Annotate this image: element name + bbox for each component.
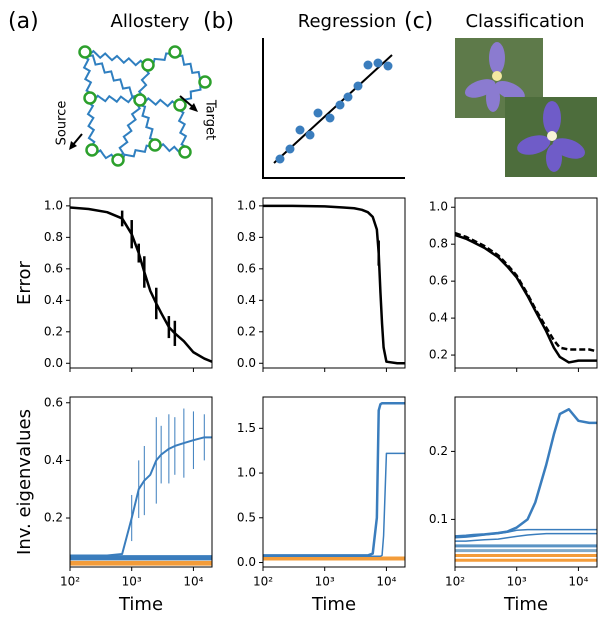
y-tick-label: 1.0: [237, 198, 256, 212]
flower: [464, 42, 525, 112]
data-line: [263, 402, 405, 557]
iris-photos: [455, 38, 597, 177]
plot-frame: [454, 197, 598, 369]
panel-title: Regression: [298, 11, 396, 32]
y-tick-label: 0.2: [429, 348, 448, 362]
y-tick-label: 0.8: [44, 230, 63, 244]
node: [148, 138, 162, 152]
spring: [81, 51, 94, 99]
data-line: [70, 206, 212, 363]
target-label: Target: [203, 99, 218, 140]
node: [85, 143, 99, 157]
x-tick-label: 10²: [445, 575, 465, 589]
data-line: [263, 204, 405, 365]
x-axis-label: Time: [503, 594, 548, 615]
x-axis-label: Time: [118, 594, 163, 615]
y-tick-label: 0.8: [237, 230, 256, 244]
spring: [86, 97, 96, 151]
y-tick-label: 0.1: [429, 512, 448, 526]
data-line: [455, 233, 597, 364]
data-line: [70, 436, 212, 557]
arrow-head: [69, 141, 77, 150]
plot-frame: [454, 396, 598, 568]
spring: [84, 49, 149, 67]
x-tick-label: 10²: [253, 575, 273, 589]
y-tick-label: 0.6: [44, 395, 63, 409]
axes: [262, 38, 405, 179]
y-tick-label: 0.4: [429, 311, 448, 325]
y-tick-label: 0.4: [44, 453, 63, 467]
regression-diagram: [262, 38, 405, 179]
data-line: [455, 231, 597, 353]
node: [83, 91, 97, 105]
spring: [117, 99, 142, 161]
y-tick-label: 1.0: [429, 200, 448, 214]
x-tick-label: 10⁴: [183, 575, 203, 589]
spring: [174, 51, 206, 83]
node: [178, 145, 192, 159]
panel-title: Allostery: [111, 11, 190, 32]
y-tick-label: 0.8: [429, 237, 448, 251]
data-line: [263, 452, 405, 558]
y-tick-label: 0.0: [237, 555, 256, 569]
data-line: [455, 407, 597, 538]
plot-frame: [262, 197, 406, 369]
y-tick-label: 0.2: [237, 324, 256, 338]
spring: [84, 51, 141, 101]
node: [173, 98, 187, 112]
y-tick-label: 1.5: [237, 421, 256, 435]
y-axis-label: Inv. eigenvalues: [14, 409, 35, 555]
plot-frame: [69, 396, 213, 568]
plot-frame: [69, 197, 213, 369]
node: [111, 153, 125, 167]
x-tick-label: 10³: [507, 575, 527, 589]
panel-letter: (c): [404, 9, 433, 34]
spring: [89, 94, 141, 104]
data-line: [455, 532, 597, 542]
y-tick-label: 0.2: [429, 444, 448, 458]
fit-line: [273, 54, 393, 164]
x-axis-label: Time: [311, 594, 356, 615]
y-tick-label: 1.0: [44, 198, 63, 212]
panel-title: Classification: [465, 11, 584, 32]
charts: 0.0 0.2 0.4 0.6 0.8 1.0 Error 0.0 0.2 0.4 0.6 0.8 1.…: [14, 197, 598, 615]
sample-points: [275, 58, 393, 164]
network-diagram: [78, 45, 212, 167]
node: [133, 93, 147, 107]
x-tick-label: 10⁴: [376, 575, 396, 589]
y-tick-label: 0.2: [44, 511, 63, 525]
y-tick-label: 0.6: [237, 261, 256, 275]
spring: [176, 104, 189, 153]
panel-letter: (b): [203, 9, 234, 34]
y-tick-label: 0.4: [237, 293, 256, 307]
x-tick-label: 10⁴: [568, 575, 588, 589]
spring: [137, 99, 158, 146]
node: [78, 45, 92, 59]
y-axis-label: Error: [14, 260, 35, 304]
y-tick-label: 0.6: [44, 261, 63, 275]
plot-frame: [262, 396, 406, 568]
y-tick-label: 0.4: [44, 293, 63, 307]
y-tick-label: 0.2: [44, 324, 63, 338]
flower: [517, 101, 586, 172]
node: [141, 58, 155, 72]
y-tick-label: 0.5: [237, 510, 256, 524]
x-tick-label: 10³: [315, 575, 335, 589]
node: [198, 75, 212, 89]
x-tick-label: 10²: [60, 575, 80, 589]
y-tick-label: 0.0: [44, 356, 63, 370]
arrow-head: [189, 103, 198, 112]
y-tick-label: 0.0: [237, 356, 256, 370]
node: [168, 45, 182, 59]
spring: [139, 97, 181, 108]
y-tick-label: 0.6: [429, 274, 448, 288]
source-label: Source: [55, 101, 70, 146]
x-tick-label: 10³: [122, 575, 142, 589]
panel-letter: (a): [8, 9, 39, 34]
y-tick-label: 1.0: [237, 466, 256, 480]
